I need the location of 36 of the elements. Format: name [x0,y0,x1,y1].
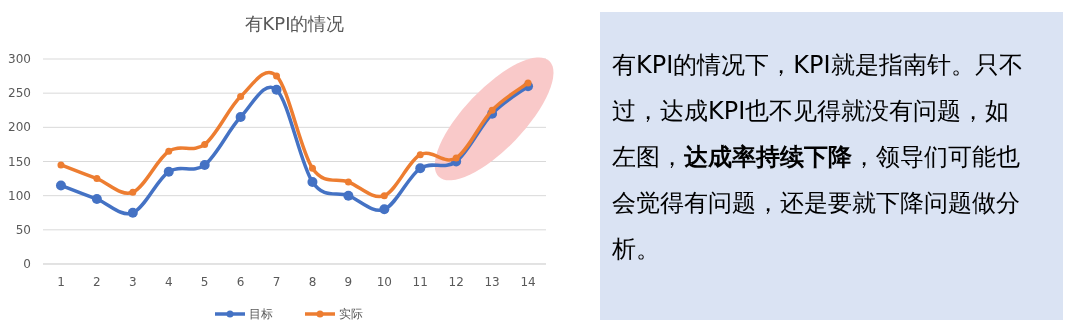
point [93,175,101,183]
y-tick-label: 100 [8,188,31,203]
point [380,192,388,200]
point [165,147,173,155]
y-tick-label: 200 [8,120,31,135]
point [57,161,65,169]
point [237,93,245,101]
point [416,151,424,159]
y-tick-label: 250 [8,86,31,101]
point [307,177,318,187]
legend-label: 目标 [249,307,273,321]
point [344,178,352,186]
point [308,164,316,172]
point [271,84,282,95]
point [199,159,210,170]
point [91,194,102,205]
text: 有KPI的情况下，KPI就是指南针。只不过，达成KPI也不见得就没有问题，如左图，达成率持续下降，领导们可能也会觉得有问题，还是要就下降问题做分析。 [612,50,1023,265]
legend-label: 实际 [339,307,363,321]
y-tick-label: 150 [8,154,31,169]
point [129,188,137,196]
point [452,154,460,162]
point [201,140,209,148]
point [343,190,354,201]
point [127,207,138,218]
point [273,72,281,80]
point [488,106,496,114]
y-tick-label: 50 [15,222,31,237]
point [524,79,532,87]
point [55,180,66,191]
point [163,166,174,177]
point [379,204,390,215]
y-tick-label: 0 [23,257,31,271]
chart-title: 有KPI的情况 [244,13,345,34]
y-tick-label: 300 [8,52,31,66]
point [415,163,426,174]
point [235,112,246,123]
